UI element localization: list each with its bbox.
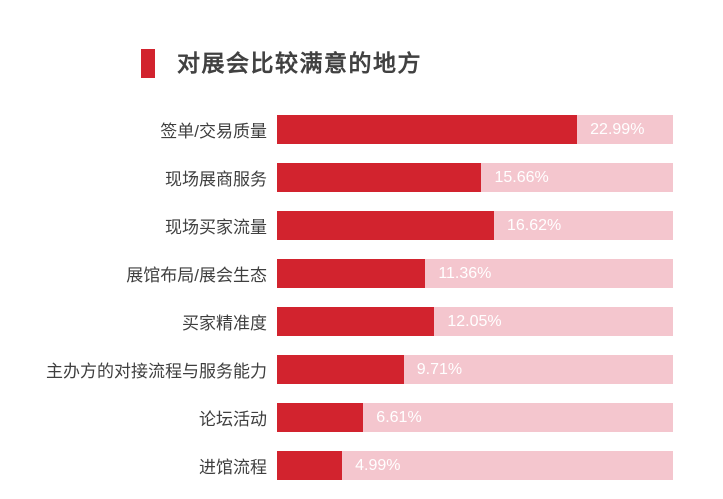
chart-title-row: 对展会比较满意的地方: [141, 49, 422, 78]
bar-fill: [277, 115, 578, 144]
bar-value-label: 22.99%: [590, 120, 645, 138]
bar-fill: [277, 355, 404, 384]
bar-label: 买家精准度: [182, 314, 267, 333]
bar-row: 现场买家流量 16.62%: [0, 211, 723, 240]
bar-fill: [277, 259, 426, 288]
bar-track: 11.36%: [277, 259, 673, 288]
bar-value-label: 6.61%: [376, 408, 422, 426]
bar-fill: [277, 403, 364, 432]
bar-track: 12.05%: [277, 307, 673, 336]
bar-track: 9.71%: [277, 355, 673, 384]
bar-row: 展馆布局/展会生态 11.36%: [0, 259, 723, 288]
bar-track: 22.99%: [277, 115, 673, 144]
bar-value-label: 4.99%: [355, 456, 401, 474]
bar-track: 15.66%: [277, 163, 673, 192]
bar-track: 6.61%: [277, 403, 673, 432]
bar-label: 主办方的对接流程与服务能力: [46, 362, 267, 381]
bar-fill: [277, 307, 435, 336]
bar-row: 买家精准度 12.05%: [0, 307, 723, 336]
bar-row: 论坛活动 6.61%: [0, 403, 723, 432]
bar-label: 签单/交易质量: [160, 122, 267, 141]
bar-row: 主办方的对接流程与服务能力 9.71%: [0, 355, 723, 384]
bar-value-label: 15.66%: [494, 168, 549, 186]
bar-label: 现场展商服务: [165, 170, 267, 189]
bar-fill: [277, 451, 343, 480]
bar-label: 论坛活动: [199, 410, 267, 429]
bar-value-label: 16.62%: [506, 216, 562, 234]
bar-fill: [277, 211, 494, 240]
chart-title: 对展会比较满意的地方: [177, 50, 422, 76]
bar-value-label: 12.05%: [447, 312, 502, 330]
bar-track: 4.99%: [277, 451, 673, 480]
bar-row: 进馆流程 4.99%: [0, 451, 723, 480]
bar-value-label: 9.71%: [416, 360, 463, 378]
bar-fill: [277, 163, 482, 192]
bar-label: 现场买家流量: [165, 218, 267, 237]
bar-label: 展馆布局/展会生态: [126, 266, 267, 285]
bar-row: 签单/交易质量 22.99%: [0, 115, 723, 144]
title-accent-marker: [141, 49, 155, 78]
bar-list: 签单/交易质量 22.99% 现场展商服务 15.66% 现场买家流量 16.6…: [0, 115, 723, 499]
bar-value-label: 11.36%: [438, 264, 492, 282]
bar-track: 16.62%: [277, 211, 673, 240]
bar-row: 现场展商服务 15.66%: [0, 163, 723, 192]
bar-label: 进馆流程: [199, 458, 267, 477]
